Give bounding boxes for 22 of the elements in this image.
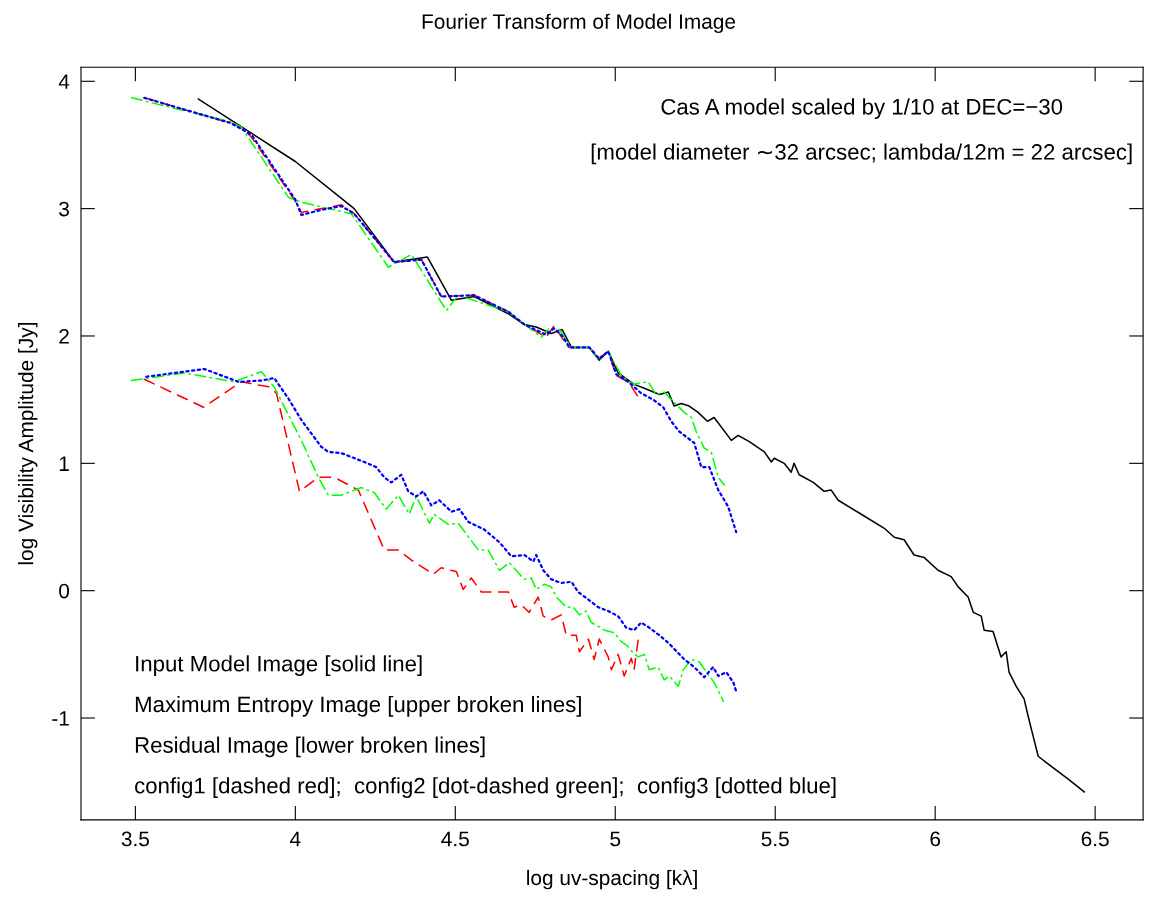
x-tick-label: 6.5	[1081, 831, 1109, 847]
y-axis-title: log Visibility Amplitude [Jy]	[18, 323, 38, 565]
annotation: Residual Image [lower broken lines]	[135, 736, 485, 758]
y-tick-label: 3	[59, 201, 69, 217]
annotation: Maximum Entropy Image [upper broken lines]	[135, 695, 581, 717]
x-tick-label: 5	[610, 831, 621, 847]
y-tick-label: 2	[59, 328, 69, 344]
annotation: config1 [dashed red]; config2 [dot-dashed green]; config3 [dotted blue]	[135, 777, 836, 798]
chart-title: Fourier Transform of Model Image	[422, 13, 736, 34]
x-tick-label: 4.5	[441, 831, 469, 847]
x-tick-label: 6	[930, 831, 941, 847]
y-tick-label: 4	[58, 74, 70, 89]
y-tick-label: 0	[59, 583, 70, 599]
y-tick-label: 1	[59, 456, 69, 471]
x-tick-label: 4	[290, 831, 301, 847]
x-tick-label: 3.5	[121, 831, 149, 847]
annotation: [model diameter ∼32 arcsec; lambda/12m = 22 arcsec]	[591, 143, 1132, 165]
annotation: Cas A model scaled by 1/10 at DEC=−30	[661, 98, 1063, 120]
x-tick-label: 5.5	[761, 831, 789, 847]
annotation: Input Model Image [solid line]	[136, 655, 422, 676]
x-axis-title: log uv-spacing [kλ]	[527, 869, 697, 890]
y-tick-label: -1	[52, 711, 69, 726]
